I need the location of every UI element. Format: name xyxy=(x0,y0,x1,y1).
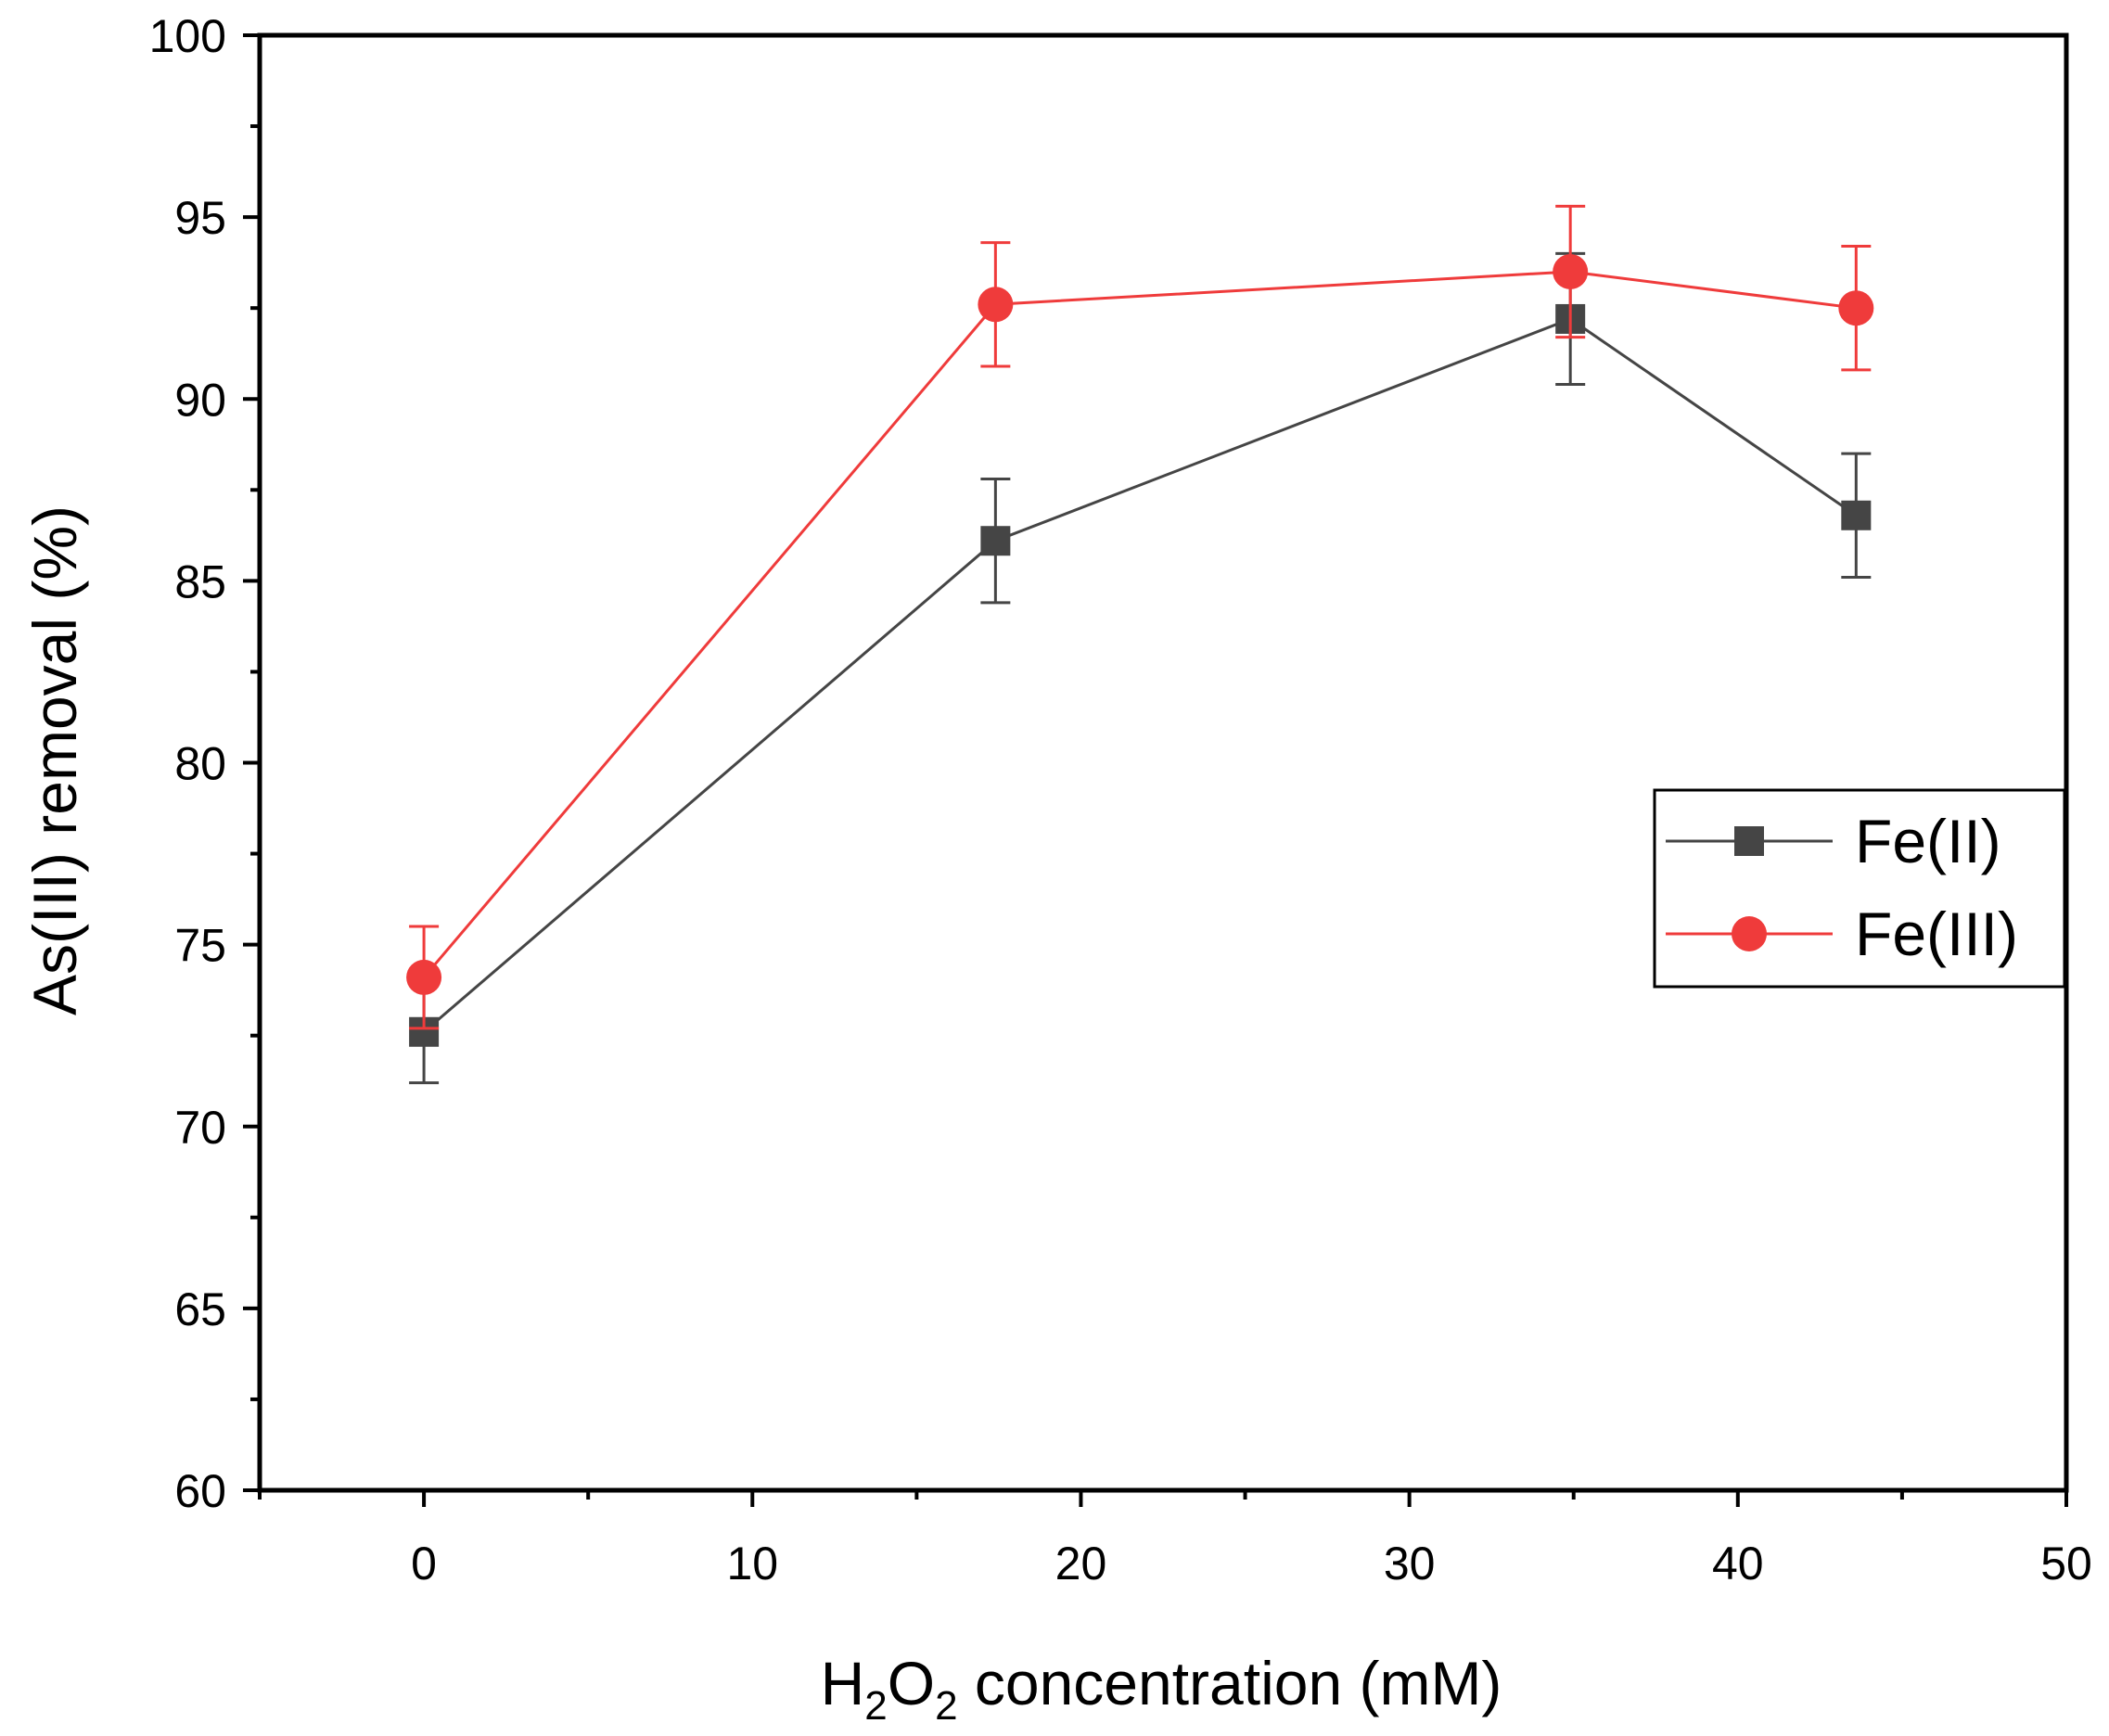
y-tick-label: 70 xyxy=(174,1102,226,1154)
data-point xyxy=(406,959,442,995)
x-tick-label: 30 xyxy=(1384,1538,1436,1589)
plot-frame xyxy=(257,32,2069,1493)
legend-label-fe-iii: Fe(III) xyxy=(1855,900,2018,968)
y-tick-label: 80 xyxy=(174,738,226,790)
series-line xyxy=(423,317,1858,1033)
x-tick-label: 20 xyxy=(1055,1538,1107,1589)
legend: Fe(II) Fe(III) xyxy=(1653,788,2066,989)
x-tick-label: 0 xyxy=(411,1538,437,1589)
series-fe-ii xyxy=(409,251,1872,1085)
x-tick-label: 10 xyxy=(726,1538,778,1589)
series-line xyxy=(422,270,1857,978)
legend-marker-fe-iii xyxy=(1732,916,1767,951)
y-tick-label: 75 xyxy=(174,920,226,972)
legend-label-fe-ii: Fe(II) xyxy=(1855,807,2001,875)
y-axis-title: As(III) removal (%) xyxy=(20,505,89,1015)
y-tick-label: 60 xyxy=(174,1465,226,1517)
y-tick-label: 85 xyxy=(174,555,226,607)
series-layer xyxy=(406,204,1874,1085)
y-tick-label: 95 xyxy=(174,192,226,244)
y-tick-label: 100 xyxy=(149,10,226,62)
data-point xyxy=(1841,500,1872,530)
ticks-layer: 0 10 20 30 40 50 60 65 70 75 80 85 90 95 100 xyxy=(149,10,2092,1589)
data-point xyxy=(1838,290,1874,326)
legend-marker-fe-ii xyxy=(1734,826,1764,856)
y-tick-label: 65 xyxy=(174,1283,226,1335)
x-tick-label: 40 xyxy=(1712,1538,1764,1589)
data-point xyxy=(1553,253,1589,289)
data-point xyxy=(978,287,1014,323)
x-axis-title: H2O2 concentration (mM) xyxy=(821,1649,1502,1729)
legend-box xyxy=(1653,788,2066,989)
x-tick-label: 50 xyxy=(2040,1538,2092,1589)
y-tick-label: 90 xyxy=(174,374,226,426)
data-point xyxy=(980,526,1011,556)
series-fe-iii xyxy=(406,204,1874,1030)
